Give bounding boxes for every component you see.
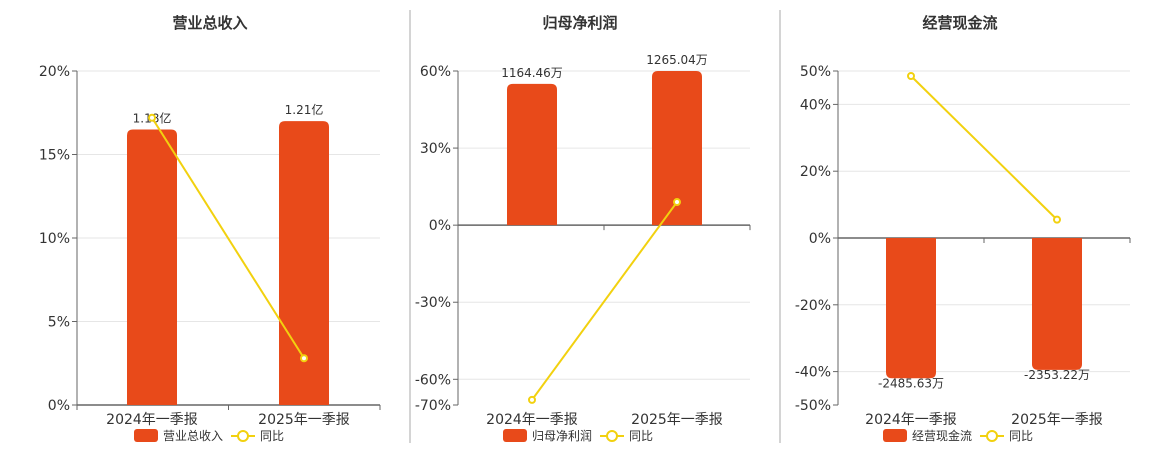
yoy-point[interactable]	[528, 395, 536, 404]
legend-bar-swatch[interactable]	[134, 429, 158, 442]
y-tick-label: 0%	[48, 398, 70, 414]
x-category-label: 2024年一季报	[865, 412, 957, 428]
bar-value-label: 1.21亿	[285, 102, 324, 117]
x-category-label: 2025年一季报	[631, 412, 723, 428]
bar[interactable]	[279, 121, 329, 405]
y-tick-label: -40%	[795, 365, 831, 381]
legend-line-label: 同比	[260, 429, 284, 443]
y-tick-label: 20%	[39, 64, 70, 80]
yoy-point[interactable]	[1053, 215, 1061, 224]
bar[interactable]	[652, 71, 702, 226]
y-tick-label: 60%	[420, 64, 451, 80]
legend-line-label: 同比	[629, 429, 653, 443]
x-category-label: 2024年一季报	[106, 412, 198, 428]
y-tick-label: 15%	[39, 148, 70, 164]
chart-title: 营业总收入	[172, 14, 247, 32]
legend-bar-swatch[interactable]	[503, 429, 527, 442]
legend-bar-label: 归母净利润	[532, 429, 592, 443]
bar[interactable]	[1032, 238, 1082, 370]
y-tick-label: -50%	[795, 398, 831, 414]
y-tick-label: 20%	[800, 164, 831, 180]
bar[interactable]	[507, 83, 557, 226]
y-tick-label: 50%	[800, 64, 831, 80]
y-tick-label: 40%	[800, 97, 831, 113]
y-tick-label: -30%	[415, 295, 451, 311]
y-tick-label: -60%	[415, 372, 451, 388]
chart-title: 经营现金流	[922, 14, 997, 32]
x-category-label: 2025年一季报	[258, 412, 350, 428]
bar-value-label: -2353.22万	[1024, 368, 1090, 382]
yoy-line	[910, 75, 1058, 221]
bar-value-label: -2485.63万	[878, 376, 944, 390]
yoy-line	[531, 201, 678, 401]
x-category-label: 2024年一季报	[486, 412, 578, 428]
legend-line-marker	[986, 430, 998, 442]
y-tick-label: 10%	[39, 231, 70, 247]
bar[interactable]	[886, 238, 936, 379]
legend-bar-label: 营业总收入	[163, 429, 223, 443]
bar[interactable]	[127, 129, 177, 405]
legend-line-marker	[237, 430, 249, 442]
yoy-point[interactable]	[300, 354, 308, 363]
yoy-line	[151, 117, 305, 359]
y-tick-label: -70%	[415, 398, 451, 414]
y-tick-label: 0%	[809, 231, 831, 247]
x-category-label: 2025年一季报	[1011, 412, 1103, 428]
y-tick-label: 30%	[420, 141, 451, 157]
y-tick-label: -20%	[795, 298, 831, 314]
legend-line-label: 同比	[1009, 429, 1033, 443]
chart-title: 归母净利润	[542, 14, 617, 32]
yoy-point[interactable]	[148, 113, 156, 122]
legend-bar-swatch[interactable]	[883, 429, 907, 442]
legend-line-marker	[606, 430, 618, 442]
legend-bar-label: 经营现金流	[912, 428, 972, 443]
y-tick-label: 5%	[48, 315, 70, 331]
yoy-point[interactable]	[907, 72, 915, 81]
y-tick-label: 0%	[429, 218, 451, 234]
yoy-point[interactable]	[673, 198, 681, 207]
bar-value-label: 1164.46万	[501, 66, 563, 80]
bar-value-label: 1265.04万	[646, 53, 708, 67]
